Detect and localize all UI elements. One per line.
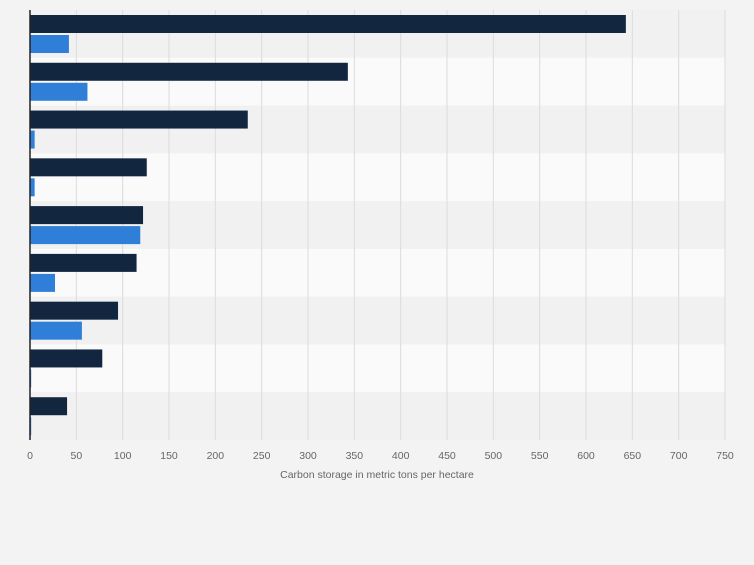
x-tick-label: 500 [485, 450, 503, 462]
bar [30, 35, 69, 53]
row-bands [30, 10, 725, 440]
x-tick-label: 150 [160, 450, 178, 462]
x-tick-label: 600 [577, 450, 595, 462]
x-tick-label: 350 [346, 450, 364, 462]
x-tick-label: 300 [299, 450, 317, 462]
bar [30, 178, 35, 197]
bar [30, 62, 348, 81]
bar [30, 397, 68, 416]
bar [30, 253, 137, 272]
x-tick-label: 700 [670, 450, 688, 462]
bar [30, 321, 82, 340]
x-tick-label: 400 [392, 450, 410, 462]
bar [30, 301, 119, 320]
x-tick-label: 50 [70, 450, 82, 462]
bar [30, 15, 626, 33]
bar [30, 130, 35, 149]
x-tick-label: 450 [438, 450, 456, 462]
x-axis-title: Carbon storage in metric tons per hectar… [280, 469, 474, 481]
row-band [30, 392, 725, 440]
bars [30, 15, 626, 436]
x-tick-label: 650 [624, 450, 642, 462]
bar [30, 110, 248, 129]
bar [30, 226, 141, 245]
gridlines [75, 10, 726, 440]
x-tick-label: 250 [253, 450, 271, 462]
x-tick-labels: 0 50 100 150 200 250 300 350 400 450 500 550 600 650 7… [27, 450, 734, 462]
x-tick-label: 550 [531, 450, 549, 462]
x-tick-label: 100 [114, 450, 132, 462]
row-band [30, 248, 725, 297]
row-band [30, 344, 725, 393]
bar [30, 349, 103, 368]
bar [30, 206, 144, 225]
row-band [30, 296, 725, 345]
row-band [30, 201, 725, 249]
x-tick-label: 200 [207, 450, 225, 462]
x-tick-label: 0 [27, 450, 33, 462]
x-tick-label: 750 [716, 450, 734, 462]
bar [30, 158, 147, 177]
bar [30, 82, 88, 101]
bar [30, 273, 56, 292]
